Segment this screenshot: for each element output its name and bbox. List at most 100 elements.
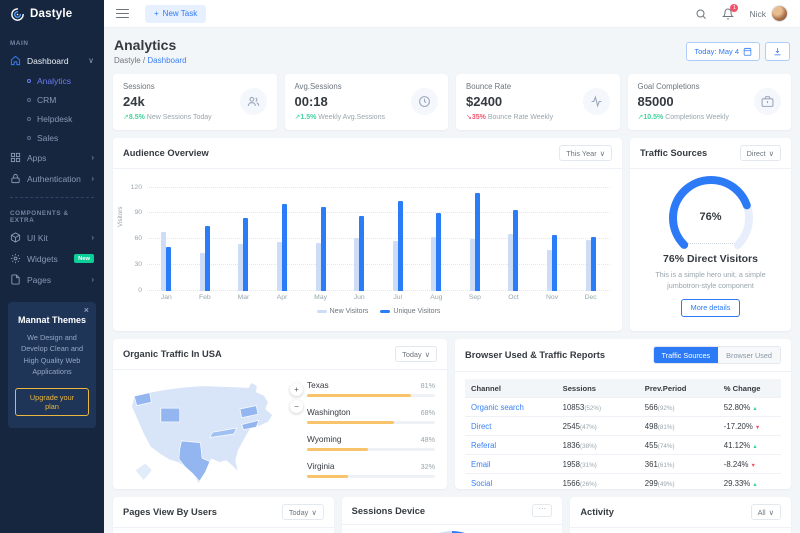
bar-new-visitors[interactable] — [585, 240, 591, 291]
x-tick-label: Sep — [468, 294, 481, 301]
sidebar-item-helpdesk[interactable]: Helpdesk — [0, 109, 104, 128]
bar-unique-visitors[interactable] — [282, 204, 288, 291]
date-range-button[interactable]: Today: May 4 — [686, 41, 760, 61]
channel-link[interactable]: Referal — [471, 440, 497, 450]
channel-link[interactable]: Direct — [471, 421, 492, 431]
bar-unique-visitors[interactable] — [204, 225, 210, 291]
bar-unique-visitors[interactable] — [513, 210, 519, 291]
sidebar-item-analytics[interactable]: Analytics — [0, 71, 104, 90]
legend-marker — [316, 310, 327, 313]
y-tick-label: 60 — [134, 235, 142, 243]
sidebar-item-apps[interactable]: Apps › — [0, 147, 104, 168]
bar-new-visitors[interactable] — [277, 241, 283, 291]
bar-group-aug — [417, 179, 456, 291]
channel-link[interactable]: Organic search — [471, 402, 524, 412]
map-zoom-in-button[interactable]: + — [290, 383, 303, 396]
bullet-icon — [27, 135, 31, 140]
breadcrumb-page[interactable]: Dashboard — [147, 56, 187, 65]
menu-toggle-icon[interactable] — [116, 8, 129, 19]
bar-unique-visitors[interactable] — [320, 206, 326, 291]
audience-filter-dropdown[interactable]: This Year ∨ — [559, 145, 612, 161]
stat-label: Avg.Sessions — [294, 82, 342, 91]
sessions-cell: 1836(38%) — [556, 435, 639, 455]
bar-group-mar — [224, 179, 263, 291]
logo[interactable]: Dastyle — [0, 0, 104, 28]
table-row: Email 1958(31%) 361(61%) -8.24% ▼ — [465, 454, 781, 474]
sidebar-item-sales[interactable]: Sales — [0, 128, 104, 147]
state-percent: 68% — [420, 408, 435, 417]
sidebar-item-widgets[interactable]: Widgets New — [0, 248, 104, 269]
gauge-percent: 76% — [699, 211, 722, 223]
progress-track — [307, 421, 435, 424]
bar-group-dec — [571, 179, 610, 291]
pages-filter-dropdown[interactable]: Today ∨ — [281, 504, 324, 520]
new-task-label: New Task — [162, 9, 198, 18]
stat-value: 00:18 — [294, 94, 328, 109]
stat-delta: ↗8.5% New Sessions Today — [123, 114, 212, 121]
gauge-heading: 76% Direct Visitors — [663, 253, 758, 265]
traffic-report-table: Channel Sessions Prev.Period % Change Or… — [465, 379, 781, 492]
tab-browser-used[interactable]: Browser Used — [718, 347, 780, 363]
usa-map[interactable]: + − — [123, 377, 303, 491]
sidebar-item-uikit[interactable]: UI Kit › — [0, 227, 104, 248]
x-tick-label: May — [314, 294, 328, 301]
lock-icon — [11, 173, 20, 184]
notifications-bell-icon[interactable]: 1 — [722, 3, 739, 20]
bar-unique-visitors[interactable] — [397, 200, 403, 291]
gridline — [147, 212, 610, 214]
bar-new-visitors[interactable] — [161, 232, 167, 291]
bar-new-visitors[interactable] — [392, 241, 398, 291]
stat-card-bounce-rate: Bounce Rate $2400 ↘35% Bounce Rate Weekl… — [456, 74, 620, 130]
panel-menu-icon[interactable]: ··· — [532, 504, 553, 517]
bar-unique-visitors[interactable] — [590, 236, 596, 291]
channel-cell: Direct — [465, 416, 557, 436]
activity-filter-dropdown[interactable]: All ∨ — [750, 504, 782, 520]
new-task-button[interactable]: + New Task — [145, 4, 207, 23]
channel-link[interactable]: Social — [471, 478, 493, 488]
user-name: Nick — [749, 8, 766, 19]
bar-unique-visitors[interactable] — [166, 247, 172, 291]
close-icon[interactable]: × — [83, 305, 89, 315]
sidebar-item-authentication[interactable]: Authentication › — [0, 168, 104, 189]
traffic-filter-dropdown[interactable]: Direct ∨ — [739, 145, 781, 161]
sidebar-item-crm[interactable]: CRM — [0, 90, 104, 109]
arrow-up-icon: ▲ — [752, 443, 758, 450]
bar-unique-visitors[interactable] — [436, 212, 442, 291]
bar-new-visitors[interactable] — [508, 234, 514, 291]
panel-title: Pages View By Users — [123, 507, 217, 517]
gear-icon — [10, 253, 21, 264]
sidebar-item-dashboard[interactable]: Dashboard ∨ — [0, 50, 104, 71]
stat-delta: ↗10.5% Completions Weekly — [637, 114, 729, 121]
bar-new-visitors[interactable] — [354, 238, 360, 291]
organic-filter-dropdown[interactable]: Today ∨ — [395, 346, 437, 362]
bar-new-visitors[interactable] — [469, 239, 475, 291]
calendar-icon — [743, 47, 752, 56]
gridline — [147, 264, 610, 266]
plus-icon: + — [154, 9, 159, 18]
bar-unique-visitors[interactable] — [552, 235, 558, 291]
file-icon — [11, 274, 20, 285]
bar-new-visitors[interactable] — [315, 242, 321, 291]
bar-new-visitors[interactable] — [547, 249, 553, 291]
state-traffic-list: Texas 81% Washington 68% Wyoming 48% Virginia 3… — [307, 380, 437, 488]
page-view-row[interactable]: Dastyle - Admin Dashboard 4.3k — [113, 528, 334, 533]
sidebar-item-pages[interactable]: Pages › — [0, 269, 104, 290]
download-button[interactable] — [765, 41, 790, 61]
bar-new-visitors[interactable] — [431, 236, 437, 291]
channel-cell: Social — [465, 473, 557, 492]
upgrade-plan-button[interactable]: Upgrade your plan — [15, 388, 89, 417]
more-details-button[interactable]: More details — [680, 298, 741, 317]
tab-traffic-sources[interactable]: Traffic Sources — [653, 347, 719, 363]
search-icon[interactable] — [695, 8, 707, 20]
map-zoom-out-button[interactable]: − — [290, 400, 303, 413]
bar-new-visitors[interactable] — [199, 253, 205, 291]
channel-link[interactable]: Email — [471, 459, 491, 469]
bar-unique-visitors[interactable] — [474, 192, 480, 291]
user-menu[interactable]: Nick — [749, 5, 788, 22]
bar-new-visitors[interactable] — [238, 243, 244, 291]
legend-item: New Visitors — [316, 308, 368, 315]
sidebar-item-label: Pages — [27, 274, 52, 285]
breadcrumb-app[interactable]: Dastyle — [114, 56, 141, 65]
bar-unique-visitors[interactable] — [359, 216, 365, 291]
bar-unique-visitors[interactable] — [243, 217, 249, 291]
